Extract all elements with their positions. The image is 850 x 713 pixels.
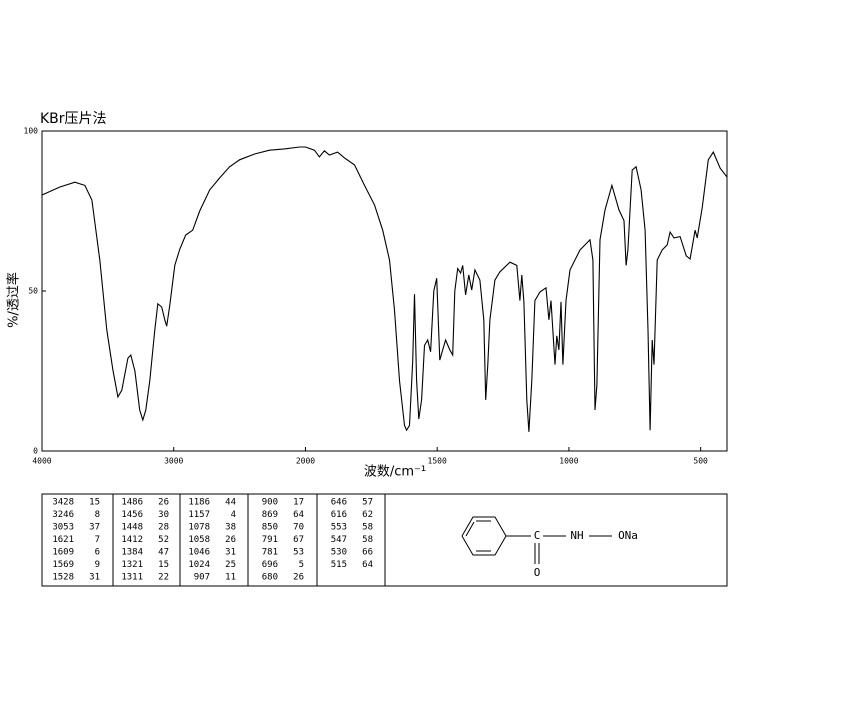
peak-wavenumber: 1456 (121, 510, 143, 520)
peak-wavenumber: 616 (331, 510, 347, 520)
peak-transmittance: 67 (293, 535, 304, 545)
peak-transmittance: 37 (89, 523, 100, 533)
peak-transmittance: 31 (89, 573, 100, 583)
peak-transmittance: 31 (225, 548, 236, 558)
peak-wavenumber: 1609 (52, 548, 74, 558)
peak-transmittance: 25 (225, 560, 236, 570)
peak-transmittance: 5 (299, 560, 304, 570)
peak-wavenumber: 900 (262, 498, 278, 508)
peak-transmittance: 26 (293, 573, 304, 583)
bond (465, 521, 475, 537)
peak-wavenumber: 1186 (188, 498, 210, 508)
peak-wavenumber: 646 (331, 498, 347, 508)
peak-transmittance: 15 (158, 560, 169, 570)
peak-transmittance: 15 (89, 498, 100, 508)
y-tick-label: 0 (33, 447, 38, 456)
peak-transmittance: 70 (293, 523, 304, 533)
peak-wavenumber: 1046 (188, 548, 210, 558)
atom-label: O (534, 566, 541, 579)
x-tick-label: 1500 (428, 457, 447, 466)
atom-label: NH (570, 529, 583, 542)
x-tick-label: 500 (693, 457, 708, 466)
peak-transmittance: 58 (362, 535, 373, 545)
atom-label: ONa (618, 529, 638, 542)
peak-transmittance: 9 (95, 560, 100, 570)
x-tick-label: 2000 (296, 457, 315, 466)
peak-wavenumber: 1528 (52, 573, 74, 583)
peak-wavenumber: 1569 (52, 560, 74, 570)
peak-transmittance: 6 (95, 548, 100, 558)
peak-transmittance: 17 (293, 498, 304, 508)
peak-transmittance: 26 (225, 535, 236, 545)
peak-wavenumber: 907 (194, 573, 210, 583)
peak-transmittance: 28 (158, 523, 169, 533)
peak-transmittance: 4 (231, 510, 236, 520)
peak-transmittance: 64 (293, 510, 304, 520)
peak-transmittance: 8 (95, 510, 100, 520)
peak-transmittance: 52 (158, 535, 169, 545)
peak-wavenumber: 1078 (188, 523, 210, 533)
peak-transmittance: 44 (225, 498, 236, 508)
peak-wavenumber: 1311 (121, 573, 143, 583)
chart-title: KBr压片法 (40, 111, 107, 127)
peak-wavenumber: 3246 (52, 510, 74, 520)
peak-wavenumber: 791 (262, 535, 278, 545)
peak-wavenumber: 696 (262, 560, 278, 570)
peak-transmittance: 64 (362, 560, 373, 570)
peak-wavenumber: 781 (262, 548, 278, 558)
peak-wavenumber: 1024 (188, 560, 210, 570)
y-tick-label: 50 (28, 287, 38, 296)
peak-transmittance: 53 (293, 548, 304, 558)
peak-wavenumber: 1448 (121, 523, 143, 533)
peak-transmittance: 62 (362, 510, 373, 520)
peak-transmittance: 7 (95, 535, 100, 545)
spectrum-line (41, 146, 728, 432)
peak-transmittance: 30 (158, 510, 169, 520)
peak-transmittance: 66 (362, 548, 373, 558)
x-axis-label: 波数/cm⁻¹ (364, 465, 426, 480)
peak-transmittance: 57 (362, 498, 373, 508)
peak-wavenumber: 553 (331, 523, 347, 533)
x-tick-label: 3000 (164, 457, 183, 466)
y-axis-label: %/透过率 (6, 272, 22, 328)
peak-wavenumber: 530 (331, 548, 347, 558)
peak-wavenumber: 850 (262, 523, 278, 533)
peak-wavenumber: 3053 (52, 523, 74, 533)
peak-wavenumber: 680 (262, 573, 278, 583)
peak-transmittance: 22 (158, 573, 169, 583)
structure (461, 516, 612, 564)
peak-transmittance: 38 (225, 523, 236, 533)
atom-label: C (534, 529, 541, 542)
peak-wavenumber: 869 (262, 510, 278, 520)
peak-wavenumber: 547 (331, 535, 347, 545)
plot-frame (41, 130, 728, 452)
x-tick-label: 4000 (32, 457, 51, 466)
peak-wavenumber: 1058 (188, 535, 210, 545)
y-tick-label: 100 (24, 127, 39, 136)
benzene-ring (461, 516, 507, 556)
x-tick-label: 1000 (559, 457, 578, 466)
peak-wavenumber: 3428 (52, 498, 74, 508)
peak-wavenumber: 1621 (52, 535, 74, 545)
peak-transmittance: 26 (158, 498, 169, 508)
peak-wavenumber: 1384 (121, 548, 143, 558)
peak-transmittance: 47 (158, 548, 169, 558)
peak-transmittance: 11 (225, 573, 236, 583)
peak-wavenumber: 1412 (121, 535, 143, 545)
peak-transmittance: 58 (362, 523, 373, 533)
peak-wavenumber: 1157 (188, 510, 210, 520)
peak-wavenumber: 515 (331, 560, 347, 570)
peak-wavenumber: 1486 (121, 498, 143, 508)
peak-wavenumber: 1321 (121, 560, 143, 570)
